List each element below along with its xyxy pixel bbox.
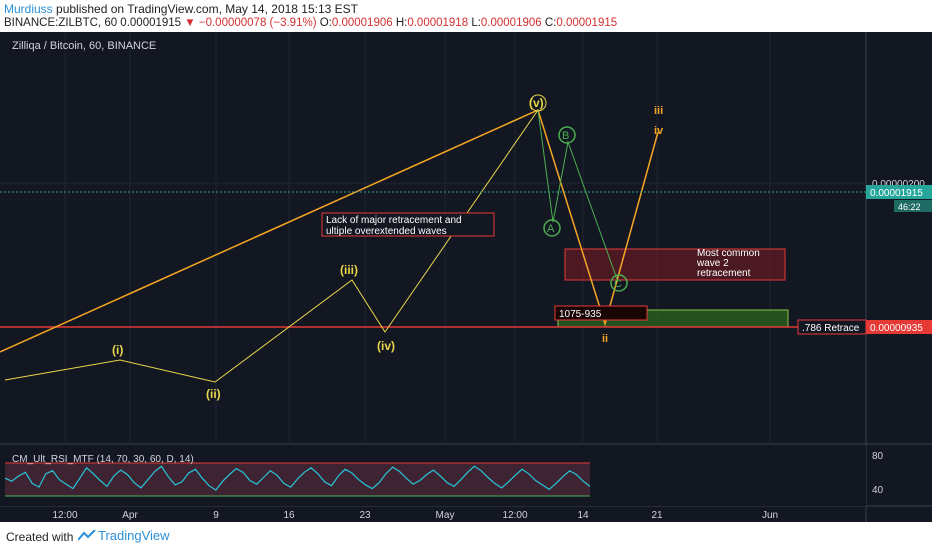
footer-bar: Created with TradingView — [0, 522, 932, 550]
wave-v-circle — [529, 94, 547, 112]
wave-label-b: B — [562, 130, 569, 142]
symbol-line: BINANCE:ZILBTC, 60 0.00001915 ▼ −0.00000… — [4, 17, 617, 29]
wave-label-orange-iii: iii — [654, 105, 663, 117]
created-with-label: Created with — [6, 530, 74, 544]
rsi-tick-80: 80 — [872, 451, 884, 462]
wave-a-circle — [543, 219, 561, 237]
close-value: 0.00001915 — [556, 17, 618, 29]
abc-wave-path — [537, 109, 619, 283]
publish-header: Murdiuss published on TradingView.com, M… — [0, 0, 932, 32]
x-tick-label: 21 — [651, 510, 663, 521]
wave-label-i: (i) — [112, 343, 123, 357]
down-arrow-icon: ▼ — [184, 17, 196, 29]
high-value: 0.00001918 — [407, 17, 469, 29]
wave-b-circle — [558, 126, 576, 144]
y-tick-label: 0.00000200 — [872, 179, 925, 190]
rsi-title: CM_Ult_RSI_MTF (14, 70, 30, 60, D, 14) — [12, 454, 194, 465]
support-price-tag — [866, 320, 932, 334]
price-scale[interactable] — [866, 32, 932, 522]
price-chart[interactable]: 0.000030000.000028000.000026000.00002400… — [0, 32, 932, 522]
rsi-tick-40: 40 — [872, 485, 884, 496]
x-tick-label: Jun — [762, 510, 778, 521]
range-label: 1075-935 — [559, 309, 602, 320]
wave-label-orange-ii: ii — [602, 333, 608, 345]
author-link[interactable]: Murdiuss — [4, 2, 53, 16]
note-box — [321, 212, 495, 237]
wave-label-c: C — [614, 278, 622, 290]
close-label: C: — [544, 17, 557, 29]
wave-c-circle — [610, 274, 628, 292]
orange-wave-path — [0, 108, 659, 353]
open-label: O: — [319, 17, 332, 29]
support-price-value: 0.00000935 — [870, 323, 923, 334]
x-tick-label: 16 — [283, 510, 295, 521]
range-label-box — [554, 305, 648, 321]
wave-label-orange-iv: iv — [654, 125, 664, 137]
open-value: 0.00001906 — [331, 17, 393, 29]
published-text: published on TradingView.com, May 14, 20… — [56, 2, 358, 16]
x-tick-label: 12:00 — [502, 510, 527, 521]
low-value: 0.00001906 — [480, 17, 542, 29]
x-tick-label: Apr — [122, 510, 138, 521]
note-text: Lack of major retracement and ultiple ov… — [326, 215, 464, 237]
x-tick-label: 9 — [213, 510, 219, 521]
wave-label-a: A — [547, 223, 555, 235]
x-tick-label: May — [436, 510, 455, 521]
wave-label-ii: (ii) — [206, 387, 221, 401]
wave-label-iv: (iv) — [377, 339, 395, 353]
retracement-note: Most common wave 2 retracement — [696, 248, 760, 279]
wave-label-v: (v) — [529, 96, 544, 110]
retrace-label: .786 Retrace — [802, 323, 860, 334]
chart-title: Zilliqa / Bitcoin, 60, BINANCE — [12, 40, 156, 52]
high-label: H: — [395, 17, 408, 29]
countdown-tag — [894, 200, 932, 212]
symbol-price: BINANCE:ZILBTC, 60 0.00001915 — [4, 17, 182, 29]
price-change: −0.00000078 (−3.91%) — [198, 17, 317, 29]
low-label: L: — [471, 17, 481, 29]
publish-line: Murdiuss published on TradingView.com, M… — [4, 2, 358, 16]
wave-label-iii: (iii) — [340, 263, 358, 277]
retracement-zone — [564, 248, 786, 281]
current-price-value: 0.00001915 — [870, 188, 923, 199]
x-tick-label: 14 — [577, 510, 589, 521]
countdown-value: 46:22 — [898, 202, 921, 212]
impulse-wave-path — [4, 109, 539, 383]
x-tick-label: 12:00 — [52, 510, 77, 521]
x-tick-label: 23 — [359, 510, 371, 521]
tradingview-logo-icon — [78, 530, 96, 541]
current-price-tag — [866, 185, 932, 199]
main-pane[interactable] — [0, 32, 866, 444]
rsi-line — [4, 465, 591, 491]
tradingview-brand-link[interactable]: TradingView — [98, 528, 170, 543]
